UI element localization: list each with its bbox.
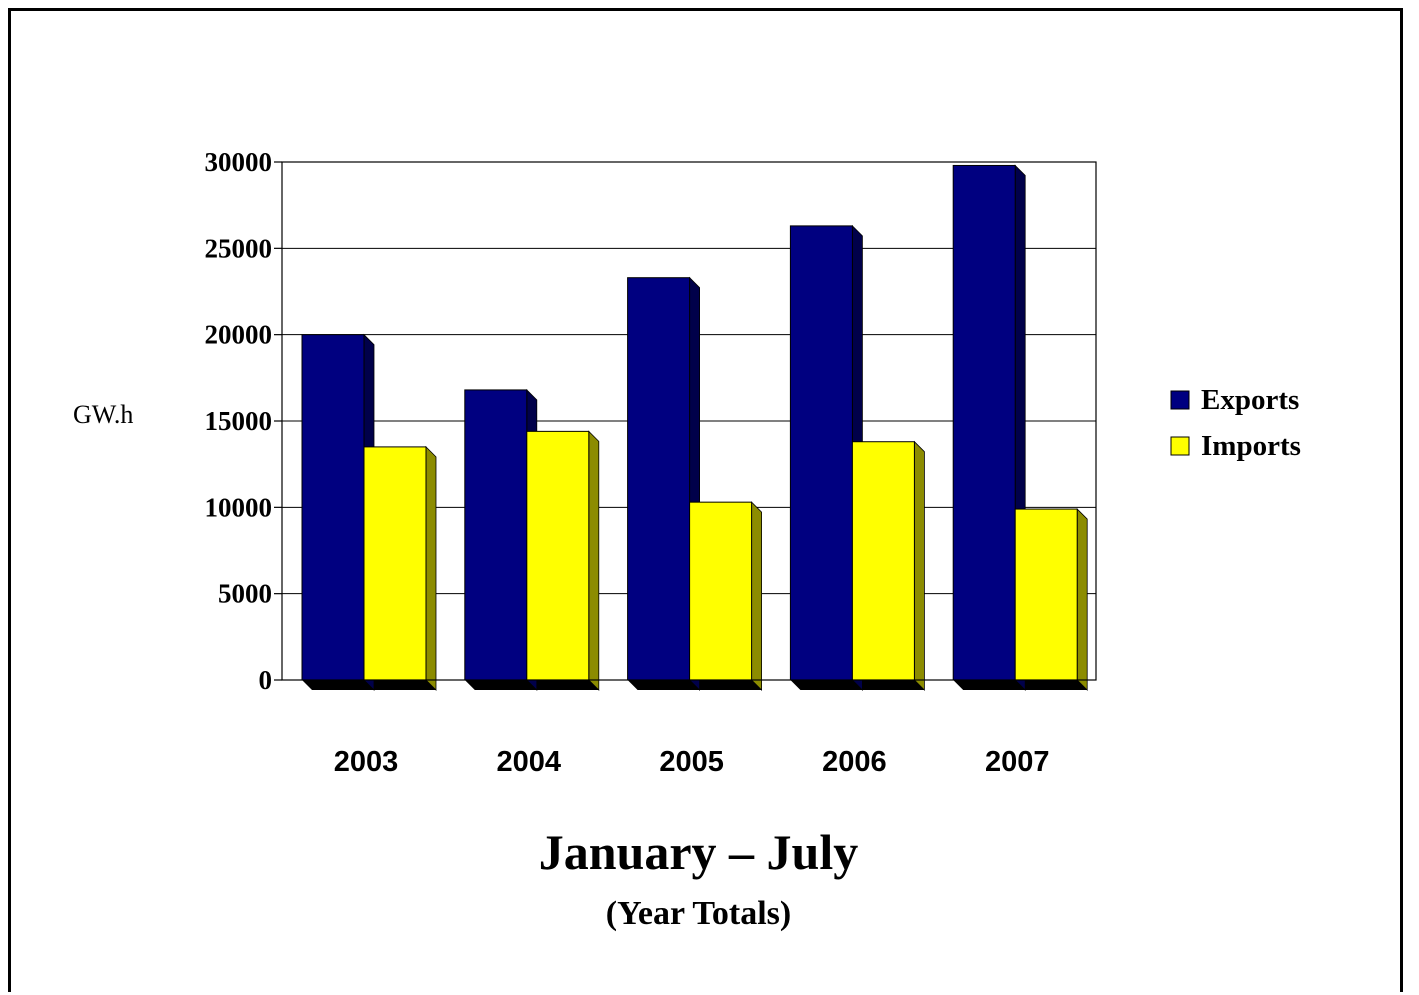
bar-imports-2005 [689, 501, 753, 681]
x-tick-label: 2005 [659, 746, 724, 778]
legend-label-imports: Imports [1201, 430, 1301, 462]
bar-exports-2006 [789, 225, 853, 681]
x-axis-ticks: 2003 2004 2005 2006 2007 [334, 746, 1050, 778]
y-tick-label: 0 [259, 665, 273, 695]
y-tick-label: 15000 [205, 406, 273, 436]
chart-subtitle: (Year Totals) [605, 895, 792, 932]
bar-side-imports [588, 430, 600, 691]
y-axis-label: GW.h [73, 400, 133, 429]
x-tick-label: 2003 [334, 746, 399, 778]
bar-imports-2007 [1014, 508, 1078, 681]
y-tick-label: 20000 [205, 320, 273, 350]
bar-side-imports [1076, 508, 1088, 691]
bar-exports-2003 [301, 334, 365, 681]
legend-label-exports: Exports [1201, 384, 1299, 416]
bars [301, 164, 1088, 691]
bar-imports-2003 [363, 446, 427, 681]
y-tick-label: 30000 [205, 147, 273, 177]
bar-side-imports [914, 440, 925, 691]
bar-imports-2006 [851, 441, 915, 681]
legend: Exports Imports [1170, 384, 1301, 462]
bar-imports-2004 [526, 430, 590, 681]
bar-exports-2005 [627, 277, 691, 681]
x-tick-label: 2007 [985, 746, 1050, 778]
bar-side-imports [751, 501, 762, 691]
y-tick-label: 10000 [205, 492, 273, 522]
y-tick-label: 5000 [218, 579, 272, 609]
x-tick-label: 2006 [822, 746, 887, 778]
x-tick-label: 2004 [497, 746, 562, 778]
y-axis-ticks: 0 5000 10000 15000 20000 25000 30000 [205, 147, 282, 695]
legend-swatch-exports [1170, 390, 1190, 410]
chart-title: January – July [538, 824, 859, 880]
y-tick-label: 25000 [205, 233, 273, 263]
bar-exports-2004 [464, 389, 528, 681]
bar-side-imports [425, 445, 437, 691]
bar-exports-2007 [952, 164, 1016, 681]
chart-frame: 0 5000 10000 15000 20000 25000 30000 2003 2004 2… [8, 8, 1403, 992]
legend-swatch-imports [1170, 436, 1190, 456]
